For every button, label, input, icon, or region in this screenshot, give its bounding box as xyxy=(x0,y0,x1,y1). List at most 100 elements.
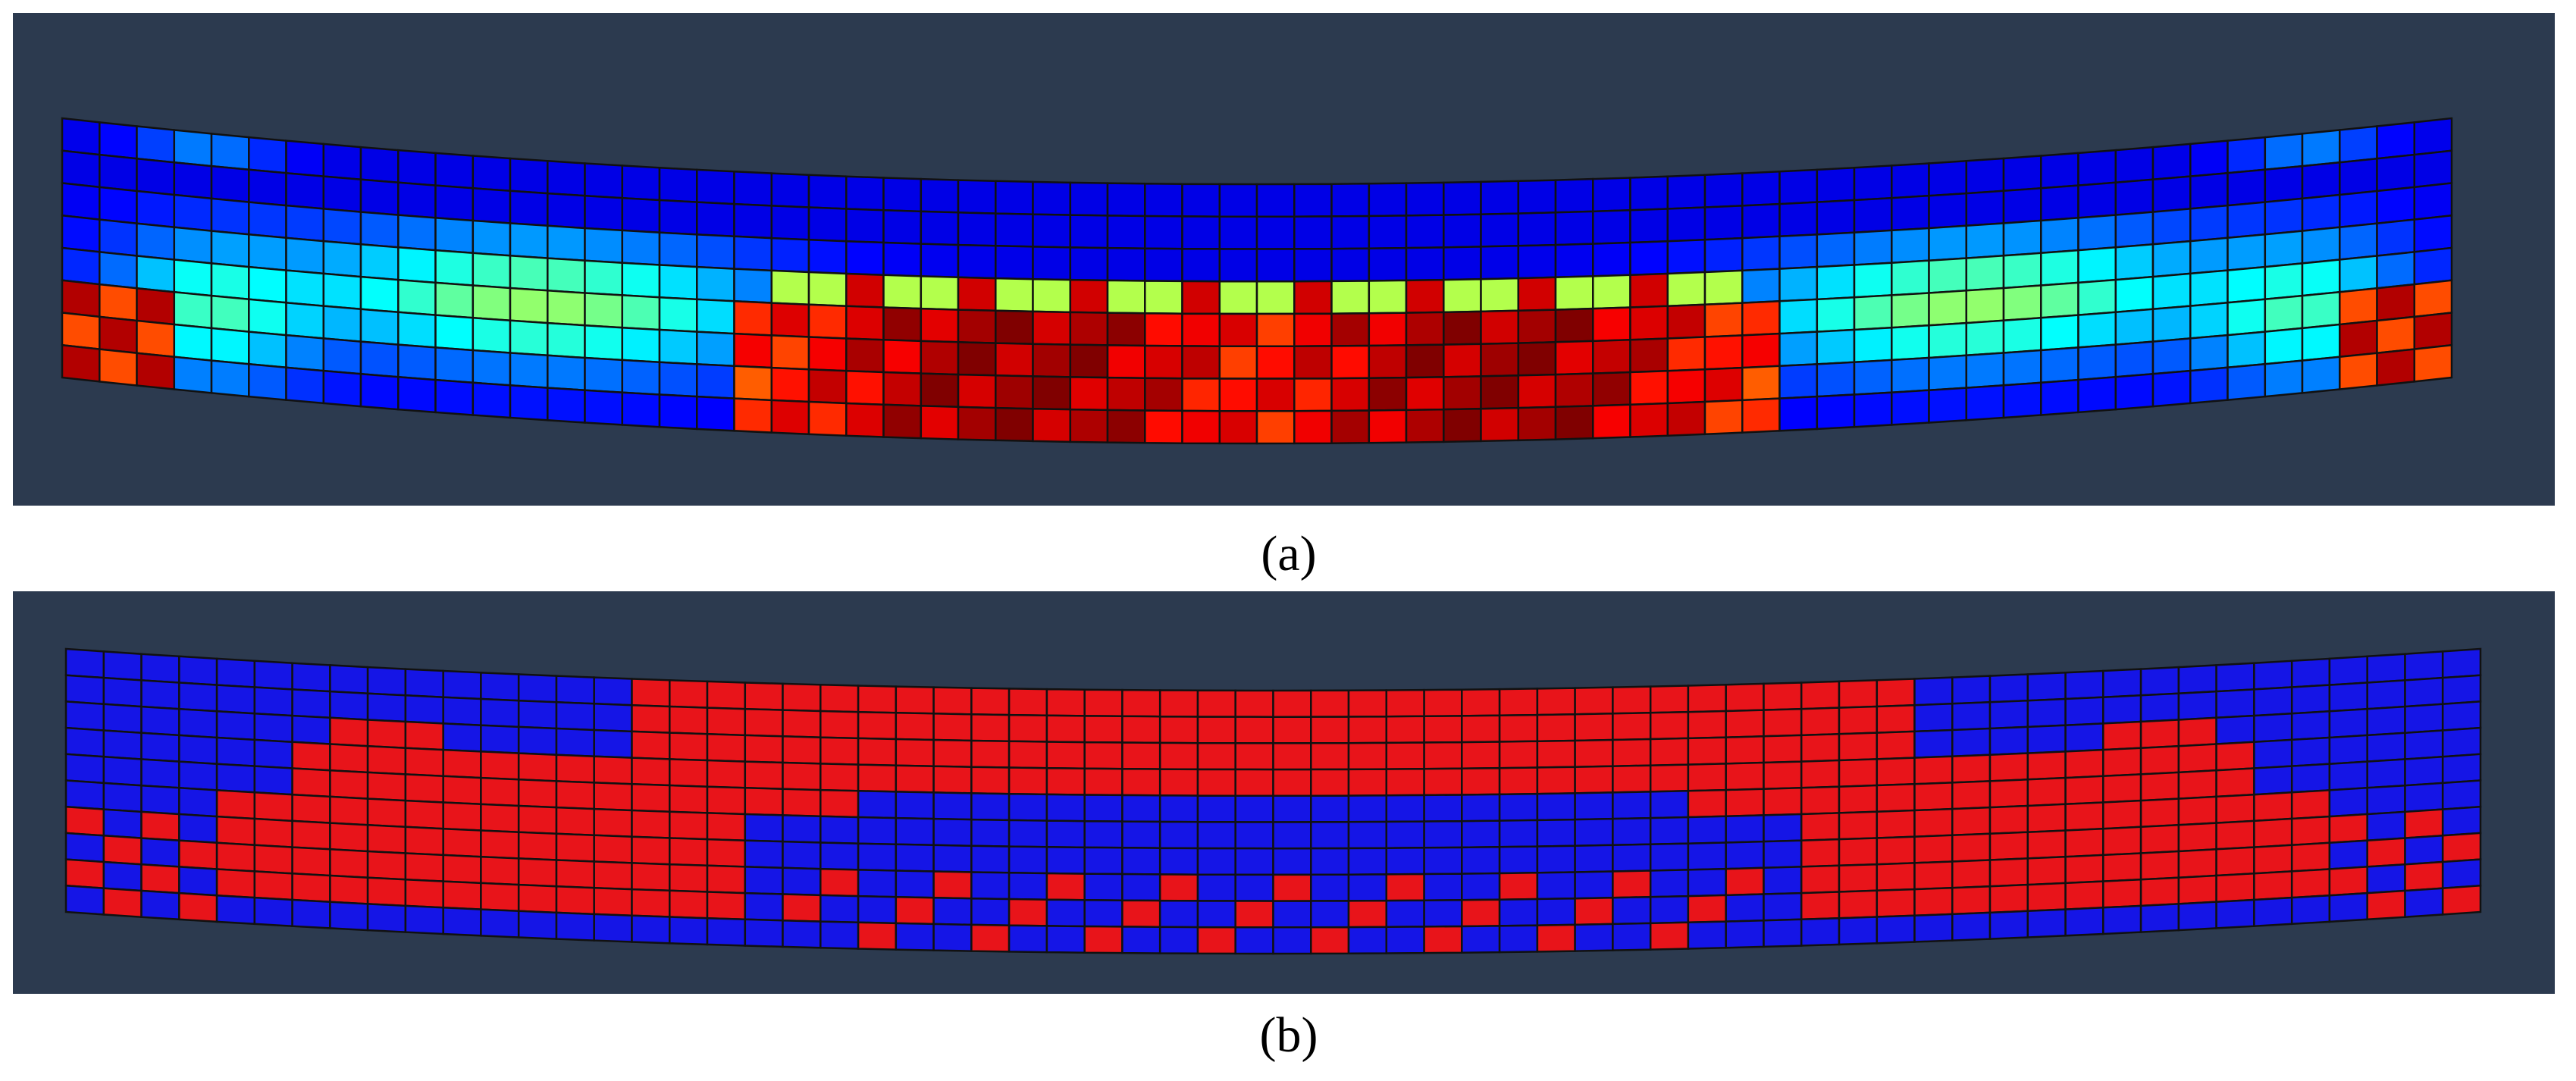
mesh-element xyxy=(1272,689,1312,718)
mesh-element xyxy=(1032,407,1072,443)
mesh-element xyxy=(1554,177,1594,214)
mesh-element xyxy=(178,891,218,923)
mesh-element xyxy=(1536,792,1576,822)
mesh-element xyxy=(1687,763,1727,792)
mesh-element xyxy=(920,405,960,440)
mesh-element xyxy=(970,844,1011,874)
mesh-element xyxy=(1800,759,1841,789)
mesh-element xyxy=(1368,376,1408,412)
mesh-element xyxy=(970,739,1011,769)
mesh-element xyxy=(1196,900,1236,929)
mesh-element xyxy=(442,880,482,910)
mesh-element xyxy=(359,308,400,346)
mesh-element xyxy=(2376,251,2416,290)
mesh-element xyxy=(1951,832,1992,863)
mesh-element xyxy=(1928,289,1968,327)
mesh-element xyxy=(99,348,138,387)
mesh-element xyxy=(2139,876,2180,907)
mesh-element xyxy=(1106,246,1146,282)
mesh-element xyxy=(442,696,482,727)
mesh-element xyxy=(882,209,923,245)
mesh-element xyxy=(1272,768,1312,797)
mesh-element xyxy=(882,177,923,213)
mesh-element xyxy=(555,675,595,705)
mesh-element xyxy=(1574,896,1614,926)
mesh-element xyxy=(1498,766,1539,796)
mesh-element xyxy=(2253,686,2293,717)
mesh-element xyxy=(2114,372,2155,411)
mesh-element xyxy=(509,287,549,324)
mesh-element xyxy=(1629,240,1669,277)
mesh-element xyxy=(1703,399,1744,436)
mesh-element xyxy=(359,211,400,249)
mesh-element xyxy=(807,271,848,307)
mesh-element xyxy=(1666,206,1706,243)
mesh-element xyxy=(1838,758,1879,788)
mesh-element xyxy=(584,227,624,265)
mesh-element xyxy=(140,810,180,842)
mesh-element xyxy=(2441,884,2482,916)
mesh-element xyxy=(1069,343,1109,379)
mesh-element xyxy=(920,177,960,214)
mesh-element xyxy=(136,319,176,359)
mesh-element xyxy=(1480,212,1520,248)
mesh-element xyxy=(1144,182,1183,218)
mesh-element xyxy=(1234,768,1274,797)
mesh-element xyxy=(932,765,973,794)
mesh-element xyxy=(744,839,784,870)
mesh-element xyxy=(631,862,671,892)
mesh-element xyxy=(442,775,482,806)
mesh-element xyxy=(1405,214,1445,249)
mesh-element xyxy=(1121,820,1161,849)
mesh-element xyxy=(1574,765,1614,794)
mesh-element xyxy=(140,758,180,789)
mesh-element xyxy=(782,709,822,738)
mesh-element xyxy=(631,809,671,839)
mesh-element xyxy=(329,716,369,747)
mesh-element xyxy=(782,682,822,713)
mesh-element xyxy=(669,679,709,709)
mesh-element xyxy=(1461,925,1501,954)
mesh-element xyxy=(2328,707,2368,739)
mesh-element xyxy=(1196,768,1236,797)
mesh-element xyxy=(1272,900,1312,929)
mesh-element xyxy=(1951,675,1992,705)
mesh-element xyxy=(404,904,444,935)
mesh-element xyxy=(1480,180,1520,215)
mesh-element xyxy=(2339,190,2378,229)
mesh-element xyxy=(2151,240,2192,278)
mesh-element xyxy=(397,181,437,219)
mesh-element xyxy=(770,366,810,403)
mesh-element xyxy=(2177,769,2217,800)
mesh-element xyxy=(1347,847,1388,876)
mesh-element xyxy=(2404,860,2444,892)
mesh-element xyxy=(1272,742,1312,771)
mesh-element xyxy=(2040,281,2079,319)
mesh-element xyxy=(140,837,180,868)
mesh-element xyxy=(64,832,105,863)
mesh-element xyxy=(696,298,735,335)
mesh-element xyxy=(2253,791,2293,822)
mesh-element xyxy=(819,894,860,924)
mesh-element xyxy=(173,323,213,362)
mesh-element xyxy=(2151,175,2192,213)
mesh-element xyxy=(2290,868,2331,899)
mesh-element xyxy=(1368,312,1408,347)
mesh-element xyxy=(1988,725,2029,757)
mesh-element xyxy=(1965,352,2005,389)
mesh-element xyxy=(555,700,595,732)
mesh-element xyxy=(1554,405,1594,440)
mesh-element xyxy=(1461,898,1501,928)
mesh-element xyxy=(2441,805,2482,837)
mesh-element xyxy=(2264,133,2304,171)
mesh-element xyxy=(1536,739,1576,769)
mesh-element xyxy=(706,864,747,895)
mesh-element xyxy=(1255,183,1296,218)
mesh-element xyxy=(102,860,143,892)
mesh-element xyxy=(472,381,512,419)
mesh-element xyxy=(140,784,180,816)
mesh-element xyxy=(920,340,960,376)
mesh-element xyxy=(2139,823,2180,854)
mesh-element xyxy=(2040,217,2079,255)
mesh-element xyxy=(1032,213,1072,249)
